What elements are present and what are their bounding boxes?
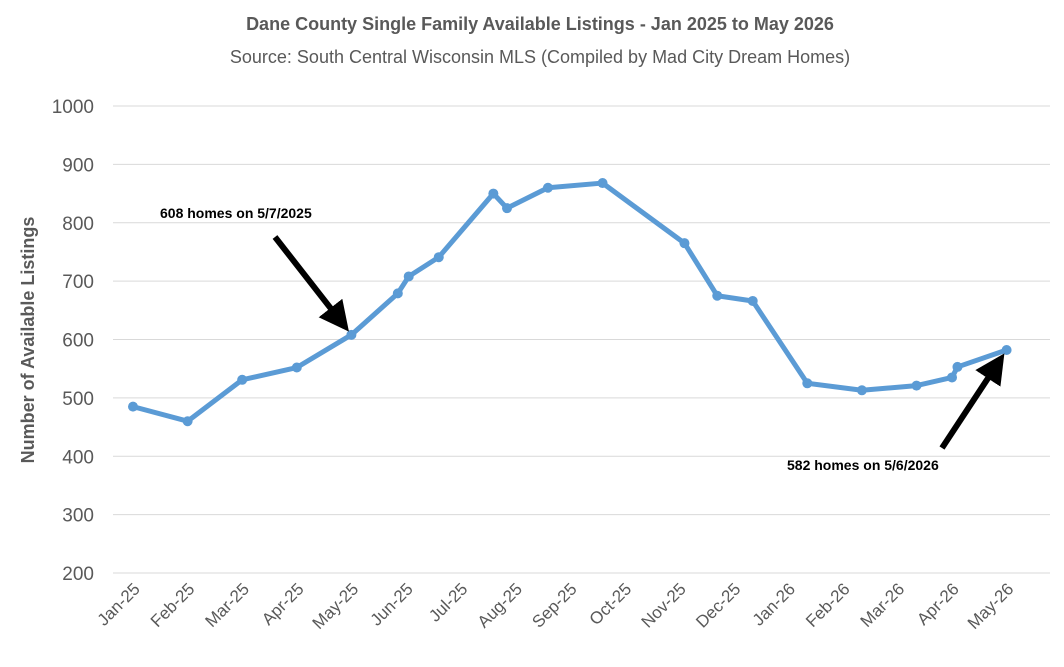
y-axis-label: Number of Available Listings (18, 217, 38, 464)
x-tick-label: Nov-25 (638, 579, 690, 631)
x-tick-label: Mar-25 (202, 579, 254, 631)
data-point (392, 288, 403, 299)
data-point (182, 416, 193, 427)
x-tick-label: Dec-25 (692, 579, 744, 631)
y-tick-label: 500 (62, 389, 94, 410)
x-tick-label: May-26 (964, 579, 1018, 633)
x-tick-label: Jan-26 (749, 579, 799, 629)
series-layer (128, 178, 1012, 427)
annotation-label: 608 homes on 5/7/2025 (160, 205, 312, 221)
data-point (433, 252, 444, 263)
x-tick-label: Mar-26 (857, 579, 909, 631)
data-point (597, 178, 608, 189)
x-tick-label: Oct-25 (586, 579, 636, 629)
data-point (403, 271, 414, 282)
gridlines (113, 105, 1050, 574)
y-tick-label: 700 (62, 272, 94, 293)
y-tick-label: 1000 (52, 97, 94, 118)
data-point (1001, 345, 1012, 356)
x-axis-ticks: Jan-25 Feb-25 Mar-25 Apr-25 May-25 Jun-25 Jul-… (94, 579, 1018, 633)
data-point (346, 329, 357, 340)
data-point (502, 203, 513, 214)
x-tick-label: Sep-25 (528, 579, 580, 631)
data-point (237, 374, 248, 385)
data-point (291, 362, 302, 373)
data-point (802, 378, 813, 389)
data-point (911, 380, 922, 391)
y-tick-label: 200 (62, 564, 94, 585)
data-point (128, 401, 138, 412)
data-point (952, 361, 963, 372)
data-point (712, 290, 723, 301)
chart-subtitle: Source: South Central Wisconsin MLS (Com… (230, 47, 850, 67)
y-tick-label: 400 (62, 447, 94, 468)
data-point (856, 385, 867, 396)
x-tick-label: Feb-26 (802, 579, 854, 631)
data-point (747, 295, 758, 306)
x-tick-label: Feb-25 (147, 579, 199, 631)
data-point (542, 182, 553, 193)
x-tick-label: Aug-25 (474, 579, 526, 631)
x-tick-label: Jan-25 (94, 579, 144, 629)
y-axis-ticks: 200 300 400 500 600 700 800 900 1000 (52, 97, 94, 585)
annotation-arrow (939, 353, 1005, 450)
x-tick-label: Apr-26 (913, 579, 963, 629)
x-tick-label: May-25 (309, 579, 363, 633)
y-tick-label: 300 (62, 506, 94, 527)
data-point (488, 188, 499, 199)
chart-title: Dane County Single Family Available List… (246, 14, 834, 34)
x-tick-label: Jul-25 (425, 579, 471, 625)
data-point (947, 372, 957, 383)
annotations: 608 homes on 5/7/2025 582 homes on 5/6/20… (160, 205, 1005, 473)
x-tick-label: Jun-25 (367, 579, 417, 629)
data-point (679, 238, 690, 249)
annotation-arrow (272, 235, 349, 332)
y-tick-label: 600 (62, 331, 94, 352)
y-tick-label: 900 (62, 155, 94, 176)
y-tick-label: 800 (62, 214, 94, 235)
x-tick-label: Apr-25 (258, 579, 308, 629)
annotation-label: 582 homes on 5/6/2026 (787, 457, 939, 473)
